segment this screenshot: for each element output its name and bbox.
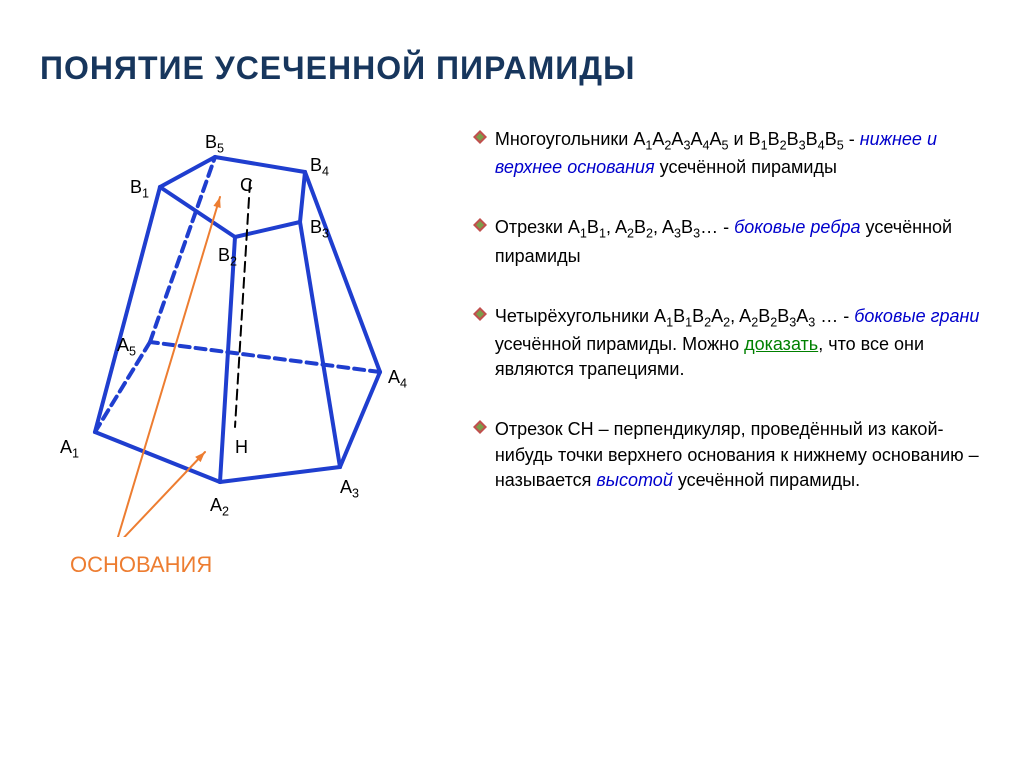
subscript: 3 xyxy=(674,227,681,241)
text-fragment: Отрезки A xyxy=(495,217,580,237)
vertex-label-B1: B1 xyxy=(130,177,149,201)
text-fragment: B xyxy=(777,306,789,326)
text-fragment: B xyxy=(634,217,646,237)
text-area: Многоугольники A1A2A3A4A5 и B1B2B3B4B5 -… xyxy=(473,117,984,578)
text-fragment: B xyxy=(587,217,599,237)
text-fragment: B xyxy=(681,217,693,237)
text-fragment: , A xyxy=(653,217,674,237)
subscript: 1 xyxy=(580,227,587,241)
paragraph-height: Отрезок CH – перпендикуляр, проведённый … xyxy=(473,417,984,493)
text-fragment: Многоугольники A xyxy=(495,129,646,149)
text-fragment: B xyxy=(673,306,685,326)
text-fragment: B xyxy=(692,306,704,326)
bullet-icon xyxy=(473,218,487,232)
subscript: 2 xyxy=(646,227,653,241)
italic-term: боковые грани xyxy=(854,306,979,326)
subscript: 5 xyxy=(722,139,729,153)
vertex-label-A2: A2 xyxy=(210,495,229,519)
vertex-label-B5: B5 xyxy=(205,132,224,156)
vertex-label-C: C xyxy=(240,175,253,196)
text-fragment: A xyxy=(671,129,683,149)
text-fragment: A xyxy=(709,129,721,149)
bullet-icon xyxy=(473,420,487,434)
bases-label: ОСНОВАНИЯ xyxy=(70,552,453,578)
paragraph-bases: Многоугольники A1A2A3A4A5 и B1B2B3B4B5 -… xyxy=(473,127,984,180)
text-fragment: и B xyxy=(729,129,761,149)
subscript: 1 xyxy=(599,227,606,241)
vertex-label-H: H xyxy=(235,437,248,458)
content-row: A1A2A3A4A5B1B2B3B4B5HC ОСНОВАНИЯ Многоуг… xyxy=(40,117,984,578)
vertex-label-A3: A3 xyxy=(340,477,359,501)
text-fragment: … - xyxy=(700,217,734,237)
subscript: 3 xyxy=(799,139,806,153)
vertex-label-B4: B4 xyxy=(310,155,329,179)
italic-term: боковые ребра xyxy=(734,217,860,237)
text-fragment: , A xyxy=(606,217,627,237)
text-fragment: A xyxy=(711,306,723,326)
text-fragment: - xyxy=(844,129,860,149)
text-fragment: усечённой пирамиды xyxy=(655,157,837,177)
diagram-area: A1 A2 A3 A4 A5 B1 B2 B3 B4 B5 H C ОСНОВАНИЯ xyxy=(40,117,453,578)
proof-link[interactable]: доказать xyxy=(744,334,818,354)
vertex-label-B2: B2 xyxy=(218,245,237,269)
subscript: 5 xyxy=(837,139,844,153)
bullet-icon xyxy=(473,130,487,144)
page-title: ПОНЯТИЕ УСЕЧЕННОЙ ПИРАМИДЫ xyxy=(40,50,984,87)
italic-term: высотой xyxy=(596,470,672,490)
text-fragment: B xyxy=(787,129,799,149)
subscript: 2 xyxy=(627,227,634,241)
text-fragment: B xyxy=(768,129,780,149)
vertex-label-B3: B3 xyxy=(310,217,329,241)
text-fragment: B xyxy=(825,129,837,149)
text-fragment: усечённой пирамиды. xyxy=(673,470,860,490)
paragraph-faces: Четырёхугольники A1B1B2A2, A2B2B3A3 … - … xyxy=(473,304,984,383)
vertex-label-A1: A1 xyxy=(60,437,79,461)
bullet-icon xyxy=(473,307,487,321)
text-fragment: усечённой пирамиды. Можно xyxy=(495,334,744,354)
vertex-label-A5: A5 xyxy=(117,335,136,359)
subscript: 1 xyxy=(761,139,768,153)
text-fragment: … - xyxy=(815,306,854,326)
text-fragment: Четырёхугольники A xyxy=(495,306,666,326)
subscript: 4 xyxy=(818,139,825,153)
text-fragment: , A xyxy=(730,306,751,326)
text-fragment: B xyxy=(758,306,770,326)
text-fragment: B xyxy=(806,129,818,149)
text-fragment: A xyxy=(796,306,808,326)
paragraph-edges: Отрезки A1B1, A2B2, A3B3… - боковые ребр… xyxy=(473,215,984,268)
vertex-label-A4: A4 xyxy=(388,367,407,391)
subscript: 2 xyxy=(780,139,787,153)
text-fragment: A xyxy=(690,129,702,149)
text-fragment: A xyxy=(652,129,664,149)
